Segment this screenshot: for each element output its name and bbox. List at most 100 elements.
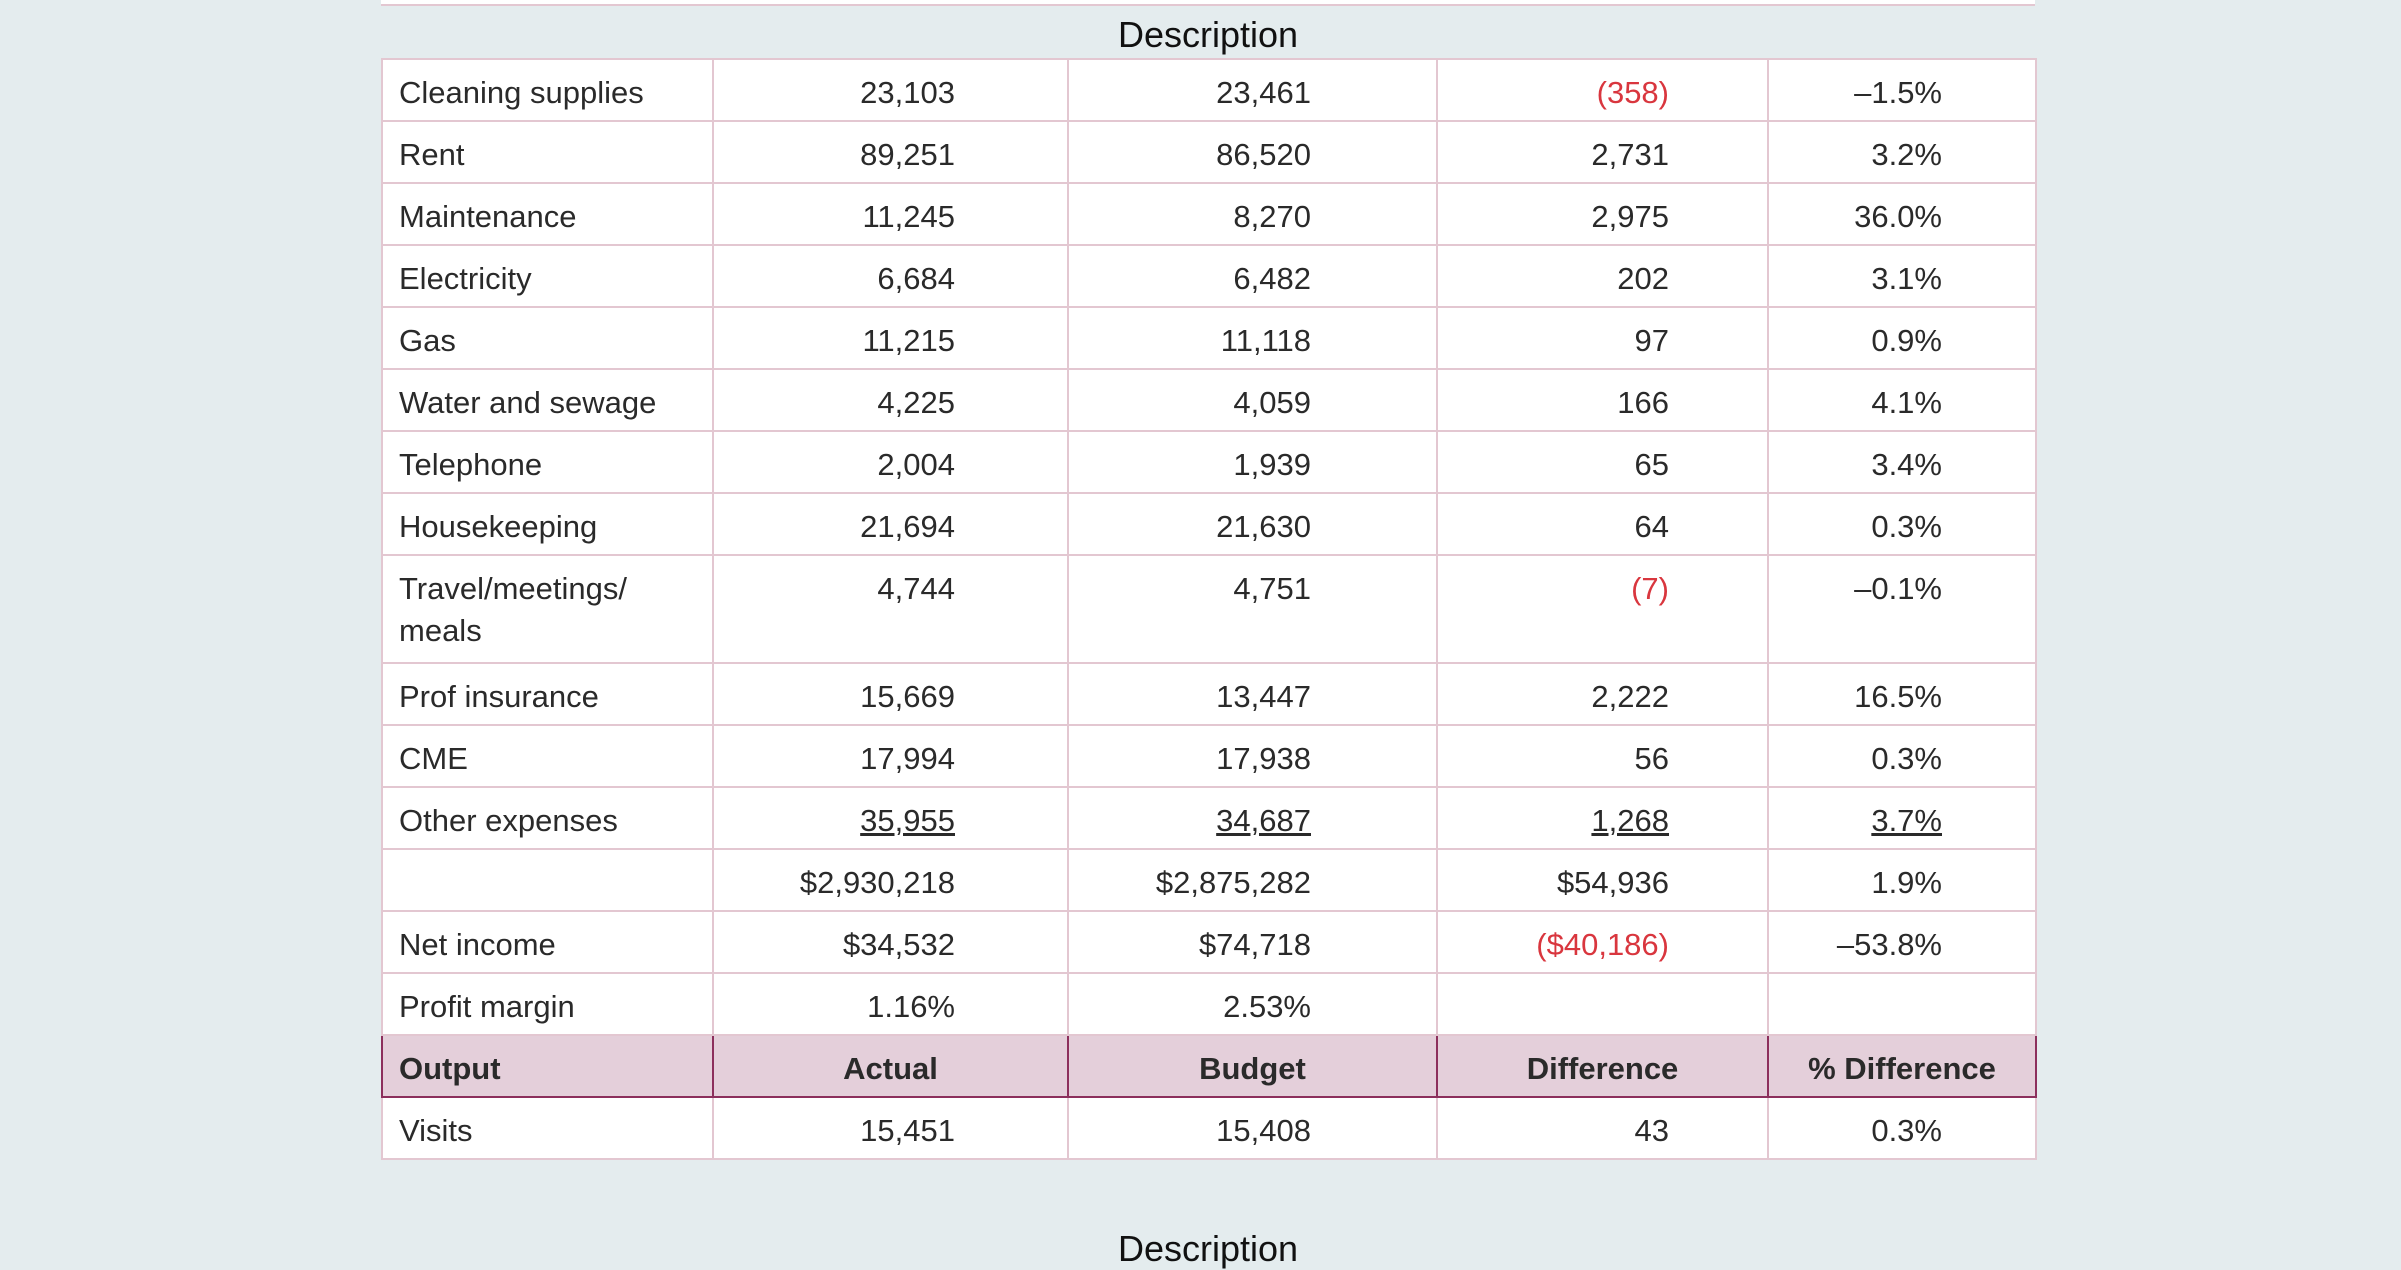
- table-cell: CME: [381, 724, 714, 788]
- table-cell: 1,268: [1436, 786, 1769, 850]
- table-cell: 0.3%: [1767, 1096, 2037, 1160]
- cell-value: 4,225: [877, 385, 955, 420]
- table-row: $2,930,218 $2,875,282 $54,936 1.9%: [381, 848, 2037, 912]
- table-row: CME 17,994 17,938 56 0.3%: [381, 724, 2037, 788]
- cell-value: –53.8%: [1836, 927, 1942, 962]
- cell-value: 89,251: [860, 137, 955, 172]
- cell-value: 0.3%: [1871, 1113, 1942, 1148]
- table-row: Net income $34,532 $74,718 ($40,186) –53.8%: [381, 910, 2037, 974]
- cell-value: 2,975: [1591, 199, 1669, 234]
- table-cell: Prof insurance: [381, 662, 714, 726]
- cell-value: 17,994: [860, 741, 955, 776]
- row-label: Electricity: [399, 261, 532, 296]
- table-cell: 23,461: [1067, 58, 1438, 122]
- table-row: Electricity 6,684 6,482 202 3.1%: [381, 244, 2037, 308]
- table-cell: 15,408: [1067, 1096, 1438, 1160]
- table-row: Telephone 2,004 1,939 65 3.4%: [381, 430, 2037, 494]
- table-cell: 3.7%: [1767, 786, 2037, 850]
- cell-value: Budget: [1199, 1051, 1306, 1086]
- table-cell: Difference: [1436, 1034, 1769, 1098]
- cell-value: 6,482: [1233, 261, 1311, 296]
- cell-value: (7): [1631, 571, 1669, 606]
- table-cell: Profit margin: [381, 972, 714, 1036]
- cell-value: 11,118: [1220, 323, 1311, 358]
- table-cell: 1.9%: [1767, 848, 2037, 912]
- cell-value: 0.9%: [1871, 323, 1942, 358]
- table-cell: [1767, 972, 2037, 1036]
- cell-value: 1,939: [1233, 447, 1311, 482]
- cell-value: 1.9%: [1871, 865, 1942, 900]
- cell-value: 15,451: [860, 1113, 955, 1148]
- table-cell: $74,718: [1067, 910, 1438, 974]
- table-cell: 4,059: [1067, 368, 1438, 432]
- row-label: Gas: [399, 323, 456, 358]
- cell-value: 3.2%: [1871, 137, 1942, 172]
- table-cell: 0.3%: [1767, 724, 2037, 788]
- cell-value: 15,669: [860, 679, 955, 714]
- table-row: Travel/meetings/ meals 4,744 4,751 (7) –0.1%: [381, 554, 2037, 664]
- table-body: Cleaning supplies 23,103 23,461 (358) –1.5% R…: [381, 58, 2037, 1160]
- table-cell: 1,939: [1067, 430, 1438, 494]
- cell-value: 17,938: [1216, 741, 1311, 776]
- cell-value: 43: [1634, 1113, 1669, 1148]
- cell-value: 8,270: [1233, 199, 1311, 234]
- caption: Description: [1117, 14, 1299, 55]
- row-label: Maintenance: [399, 199, 577, 234]
- row-label: Visits: [399, 1113, 473, 1148]
- table-cell: 2,731: [1436, 120, 1769, 184]
- cell-value: % Difference: [1808, 1051, 1996, 1086]
- cell-value: $34,532: [842, 927, 955, 962]
- row-label: Housekeeping: [399, 509, 598, 544]
- cell-value: $54,936: [1556, 865, 1669, 900]
- cell-value: 4,744: [877, 571, 955, 606]
- cell-value: 2,222: [1591, 679, 1669, 714]
- table-cell: 166: [1436, 368, 1769, 432]
- table-cell: Electricity: [381, 244, 714, 308]
- row-label: Travel/meetings/ meals: [399, 571, 627, 648]
- cell-value: (358): [1596, 75, 1669, 110]
- table-cell: Output: [381, 1034, 714, 1098]
- table-cell: $54,936: [1436, 848, 1769, 912]
- table-cell: (358): [1436, 58, 1769, 122]
- cell-value: –1.5%: [1854, 75, 1942, 110]
- table-cell: Gas: [381, 306, 714, 370]
- cell-value: $2,875,282: [1155, 865, 1311, 900]
- cell-value: 4,751: [1233, 571, 1311, 606]
- cell-value: 23,103: [860, 75, 955, 110]
- table-cell: 17,994: [712, 724, 1069, 788]
- cell-value: 2,731: [1591, 137, 1669, 172]
- table-cell: 13,447: [1067, 662, 1438, 726]
- table-cell: Net income: [381, 910, 714, 974]
- table-cell: Visits: [381, 1096, 714, 1160]
- table-cell: –1.5%: [1767, 58, 2037, 122]
- cell-value: 97: [1634, 323, 1669, 358]
- row-label: Other expenses: [399, 803, 618, 838]
- cell-value: Difference: [1526, 1051, 1679, 1086]
- table-row: Prof insurance 15,669 13,447 2,222 16.5%: [381, 662, 2037, 726]
- table-cell: 3.1%: [1767, 244, 2037, 308]
- cell-value: $74,718: [1198, 927, 1311, 962]
- cell-value: 3.4%: [1871, 447, 1942, 482]
- table-cell: 4.1%: [1767, 368, 2037, 432]
- table-cell: [1436, 972, 1769, 1036]
- cell-value: 36.0%: [1854, 199, 1942, 234]
- caption: Description: [1117, 1228, 1299, 1269]
- table-cell: Other expenses: [381, 786, 714, 850]
- table-cell: 21,630: [1067, 492, 1438, 556]
- table-cell: 97: [1436, 306, 1769, 370]
- table-cell: 56: [1436, 724, 1769, 788]
- cell-value: 4,059: [1233, 385, 1311, 420]
- cell-value: 0.3%: [1871, 741, 1942, 776]
- header-row: Output Actual Budget Difference % Difference: [381, 1034, 2037, 1098]
- cell-value: 21,694: [860, 509, 955, 544]
- table-row: Profit margin 1.16% 2.53%: [381, 972, 2037, 1036]
- cell-value: 202: [1617, 261, 1669, 296]
- cell-value: 13,447: [1216, 679, 1311, 714]
- cell-value: 3.1%: [1871, 261, 1942, 296]
- table-row: Water and sewage 4,225 4,059 166 4.1%: [381, 368, 2037, 432]
- cell-value: 34,687: [1216, 803, 1311, 838]
- table-cell: [381, 848, 714, 912]
- cell-value: 16.5%: [1854, 679, 1942, 714]
- cell-value: $2,930,218: [799, 865, 955, 900]
